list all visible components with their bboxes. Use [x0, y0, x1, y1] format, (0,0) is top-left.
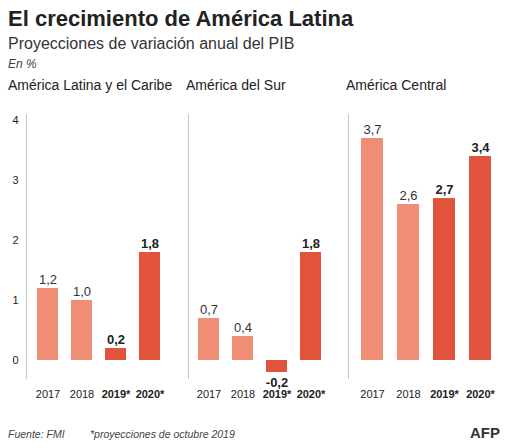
svg-text:1: 1: [12, 294, 18, 306]
svg-text:2017: 2017: [360, 388, 384, 400]
svg-text:2019*: 2019*: [430, 388, 459, 400]
html-text:Fuente: FMI: Fuente: FMI: [8, 428, 65, 440]
svg-text:3: 3: [12, 174, 18, 186]
svg-text:1,8: 1,8: [302, 236, 320, 251]
html-text:AFP: AFP: [470, 424, 500, 441]
svg-text:2018: 2018: [396, 388, 420, 400]
html-text:Proyecciones de variación anua: Proyecciones de variación anual del PIB: [8, 35, 295, 52]
svg-text:3,4: 3,4: [471, 140, 490, 155]
html-text:América Latina y el Caribe: América Latina y el Caribe: [8, 77, 173, 93]
svg-text:0: 0: [12, 354, 18, 366]
svg-text:2017: 2017: [36, 388, 60, 400]
svg-text:2018: 2018: [70, 388, 94, 400]
svg-text:2020*: 2020*: [136, 388, 165, 400]
svg-text:2020*: 2020*: [297, 388, 326, 400]
svg-text:1,0: 1,0: [73, 284, 91, 299]
svg-text:1,8: 1,8: [141, 236, 159, 251]
svg-text:2020*: 2020*: [466, 388, 495, 400]
html-text:En %: En %: [8, 57, 37, 71]
svg-text:2018: 2018: [231, 388, 255, 400]
svg-text:3,7: 3,7: [363, 122, 381, 137]
html-text:América del Sur: América del Sur: [186, 77, 286, 93]
svg-text:1,2: 1,2: [39, 272, 57, 287]
svg-text:2019*: 2019*: [263, 388, 292, 400]
svg-text:2,6: 2,6: [399, 188, 417, 203]
svg-text:-0,2: -0,2: [265, 374, 289, 390]
html-text:El crecimiento de América Lati: El crecimiento de América Latina: [8, 6, 354, 31]
svg-text:0,2: 0,2: [107, 332, 125, 347]
svg-text:2019*: 2019*: [102, 388, 131, 400]
svg-text:0,4: 0,4: [234, 320, 252, 335]
svg-text:2: 2: [12, 234, 18, 246]
html-text:América Central: América Central: [346, 77, 447, 93]
svg-text:0,7: 0,7: [200, 302, 218, 317]
svg-text:4: 4: [12, 114, 18, 126]
svg-text:2017: 2017: [197, 388, 221, 400]
svg-text:2,7: 2,7: [435, 182, 453, 197]
html-text:*proyecciones de octubre 2019: *proyecciones de octubre 2019: [90, 428, 235, 440]
